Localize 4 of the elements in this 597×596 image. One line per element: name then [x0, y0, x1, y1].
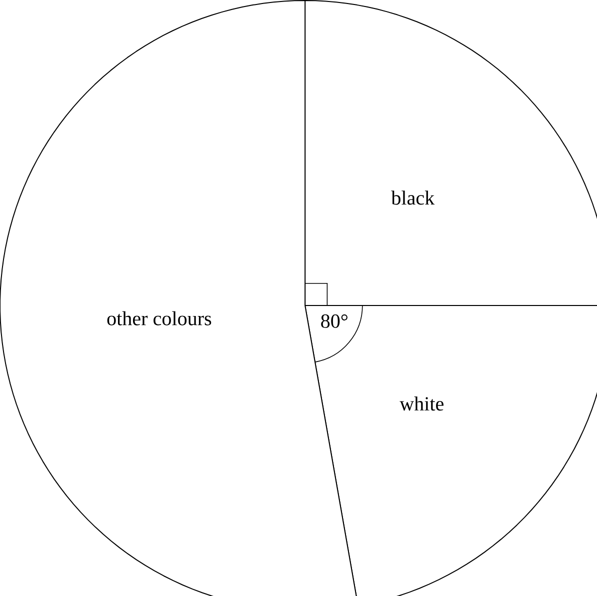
- text: 80°: [321, 314, 348, 328]
- slice-label: black: [391, 190, 435, 205]
- slice-label: white: [400, 396, 444, 410]
- slice-label: other colours: [107, 311, 212, 326]
